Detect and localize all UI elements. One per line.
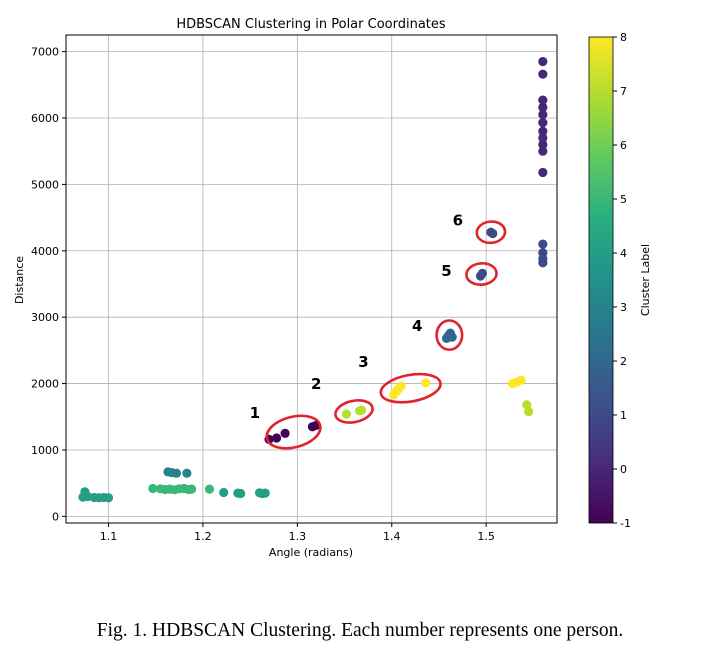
person-number-label: 4 bbox=[412, 317, 422, 335]
colorbar-tick-label: 1 bbox=[620, 409, 627, 422]
y-tick-label: 3000 bbox=[31, 311, 59, 324]
data-point bbox=[538, 95, 548, 105]
chart-title: HDBSCAN Clustering in Polar Coordinates bbox=[176, 17, 446, 32]
colorbar-ticks: -1 0 1 2 3 4 5 6 7 8 bbox=[613, 31, 631, 530]
y-tick-label: 6000 bbox=[31, 112, 59, 125]
data-point bbox=[538, 146, 548, 156]
annotation-ellipse bbox=[265, 414, 322, 450]
data-point bbox=[280, 428, 290, 438]
data-point bbox=[421, 378, 431, 388]
plot-frame bbox=[65, 34, 558, 524]
data-point bbox=[103, 493, 114, 503]
annotation-ellipse bbox=[435, 319, 464, 352]
person-number-label: 3 bbox=[358, 353, 368, 371]
person-number-label: 1 bbox=[250, 404, 260, 422]
data-point bbox=[488, 228, 498, 239]
x-tick-label: 1.2 bbox=[194, 530, 212, 543]
colorbar-tick-label: 4 bbox=[620, 247, 627, 260]
data-point bbox=[538, 167, 548, 178]
data-points bbox=[78, 56, 548, 503]
data-point bbox=[447, 332, 457, 342]
data-point bbox=[171, 468, 182, 478]
colorbar-label: Cluster Label bbox=[639, 244, 652, 316]
annotation-ellipse bbox=[379, 372, 442, 404]
annotation-ellipse bbox=[334, 399, 374, 424]
y-tick-label: 4000 bbox=[31, 245, 59, 258]
colorbar-tick-label: 8 bbox=[620, 31, 627, 44]
data-point bbox=[538, 110, 548, 120]
data-point bbox=[182, 468, 192, 478]
y-axis-ticks: 0 1000 2000 3000 4000 5000 6000 7000 bbox=[31, 46, 66, 523]
person-number-label: 2 bbox=[311, 375, 321, 393]
data-point bbox=[271, 433, 282, 443]
colorbar bbox=[588, 36, 614, 524]
data-point bbox=[538, 118, 548, 128]
x-tick-label: 1.3 bbox=[289, 530, 307, 543]
y-tick-label: 2000 bbox=[31, 378, 59, 391]
data-point bbox=[538, 258, 548, 268]
data-point bbox=[538, 126, 548, 136]
person-number-label: 6 bbox=[453, 212, 463, 230]
data-point bbox=[538, 133, 548, 143]
y-tick-label: 7000 bbox=[31, 46, 59, 59]
data-point bbox=[219, 487, 229, 498]
data-point bbox=[538, 102, 548, 112]
data-point bbox=[396, 381, 406, 391]
data-point bbox=[186, 484, 197, 494]
colorbar-tick-label: 7 bbox=[620, 85, 627, 98]
data-point bbox=[204, 484, 215, 494]
figure-caption: Fig. 1. HDBSCAN Clustering. Each number … bbox=[96, 620, 624, 641]
data-point bbox=[524, 406, 534, 417]
data-point bbox=[516, 375, 526, 385]
person-number-label: 5 bbox=[441, 262, 451, 280]
data-point bbox=[148, 483, 158, 494]
x-axis-ticks: 1.1 1.2 1.3 1.4 1.5 bbox=[100, 523, 495, 543]
y-tick-label: 1000 bbox=[31, 444, 59, 457]
y-tick-label: 0 bbox=[52, 510, 59, 523]
data-point bbox=[538, 239, 548, 249]
person-annotations: 1 2 3 4 5 6 bbox=[250, 212, 507, 450]
grid-lines bbox=[66, 35, 557, 523]
data-point bbox=[538, 139, 548, 150]
y-tick-label: 5000 bbox=[31, 178, 59, 191]
colorbar-tick-label: 0 bbox=[620, 463, 627, 476]
data-point bbox=[260, 488, 270, 498]
data-point bbox=[236, 488, 246, 499]
x-axis-label: Angle (radians) bbox=[269, 546, 353, 559]
colorbar-tick-label: -1 bbox=[620, 517, 631, 530]
data-point bbox=[477, 268, 488, 278]
data-point bbox=[538, 69, 548, 79]
x-tick-label: 1.1 bbox=[100, 530, 118, 543]
annotation-ellipse bbox=[465, 262, 498, 286]
y-axis-label: Distance bbox=[13, 256, 26, 304]
x-tick-label: 1.4 bbox=[383, 530, 401, 543]
data-point bbox=[538, 56, 548, 67]
annotation-ellipse bbox=[475, 220, 507, 245]
x-tick-label: 1.5 bbox=[477, 530, 495, 543]
colorbar-tick-label: 5 bbox=[620, 193, 627, 206]
colorbar-tick-label: 6 bbox=[620, 139, 627, 152]
colorbar-tick-label: 2 bbox=[620, 355, 627, 368]
data-point bbox=[341, 409, 352, 419]
data-point bbox=[356, 405, 367, 415]
colorbar-tick-label: 3 bbox=[620, 301, 627, 314]
